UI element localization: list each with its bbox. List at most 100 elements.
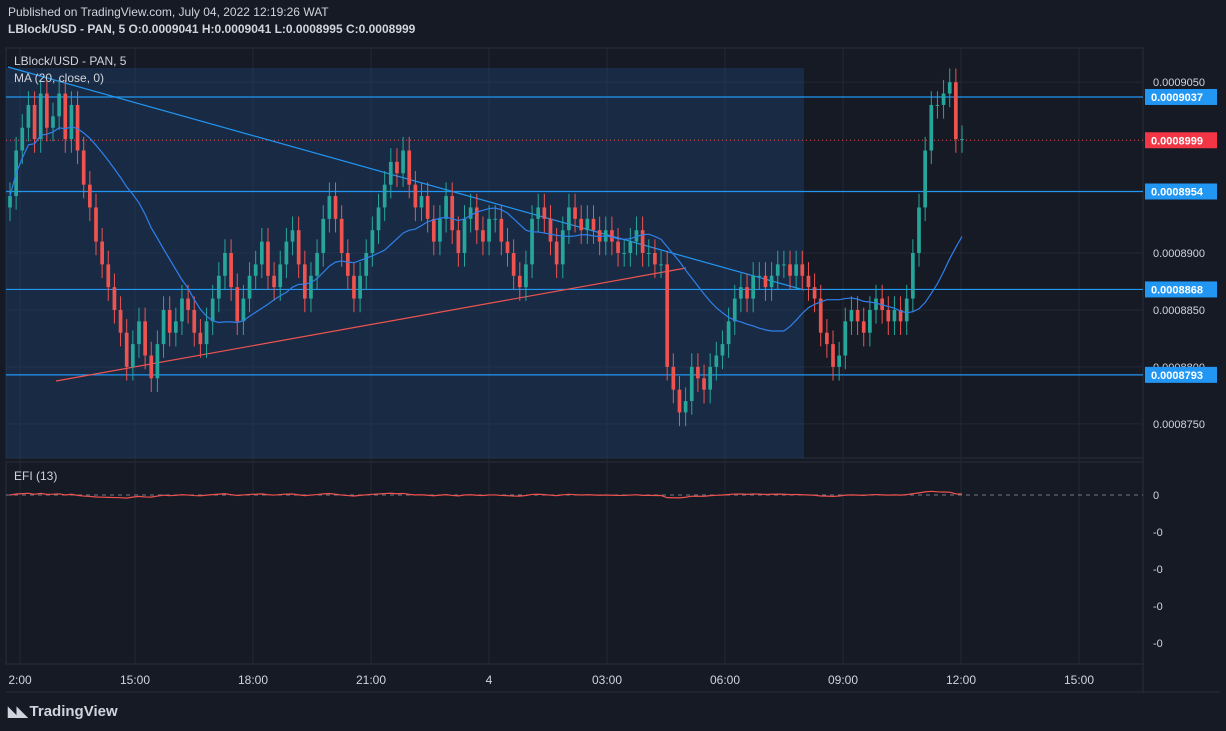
candle-body [782, 264, 786, 266]
candle-body [339, 218, 344, 253]
candle-body [106, 264, 111, 288]
candle-body [88, 184, 92, 208]
candle-body [69, 104, 74, 140]
candle-body [26, 104, 31, 128]
candle-body [45, 93, 49, 128]
ma-line [9, 126, 963, 332]
candle-body [874, 298, 878, 310]
candle-body [800, 264, 805, 276]
candle-body [210, 298, 215, 322]
level-label: 0.0009037 [1151, 92, 1203, 104]
candle-body [143, 321, 147, 356]
candle-body [382, 184, 387, 208]
y-tick-label: 0.0009050 [1153, 77, 1205, 89]
candle-body [94, 207, 98, 242]
candle-body [253, 264, 258, 276]
candle-body [352, 275, 356, 299]
candle-body [732, 298, 737, 322]
x-tick-label: 15:00 [1064, 673, 1094, 687]
candle-body [259, 241, 264, 265]
candle-body [161, 309, 166, 345]
candle-body [499, 218, 504, 242]
last-price-label: 0.0008999 [1151, 135, 1203, 147]
candle-body [266, 241, 270, 276]
candle-body [818, 298, 823, 333]
candle-body [892, 309, 897, 322]
candle-body [714, 355, 719, 367]
candle-body [32, 104, 37, 140]
candle-body [425, 196, 430, 219]
candle-body [579, 218, 584, 231]
x-tick-label: 06:00 [710, 673, 740, 687]
level-label: 0.0008868 [1151, 284, 1203, 296]
candle-body [763, 275, 768, 288]
y-tick-label: 0.0008900 [1153, 248, 1205, 260]
efi-tick-label: -0 [1153, 638, 1163, 650]
y-tick-label: 0.0008850 [1153, 305, 1205, 317]
candle-body [757, 275, 762, 277]
candle-body [481, 230, 485, 242]
candle-body [370, 230, 375, 253]
candle-body [302, 264, 307, 299]
candle-body [450, 196, 455, 231]
candle-body [505, 241, 510, 253]
efi-pane-border [5, 461, 1144, 665]
candle-body [198, 332, 203, 345]
candle-body [628, 241, 633, 253]
symbol-legend: LBlock/USD - PAN, 5 [14, 54, 127, 68]
candle-body [75, 104, 80, 151]
candle-body [290, 230, 295, 242]
candle-body [530, 218, 534, 265]
candle-body [911, 253, 915, 299]
candle-body [775, 264, 780, 276]
candle-body [419, 196, 424, 208]
candle-body [38, 93, 43, 140]
candle-body [653, 253, 657, 265]
candle-body [112, 287, 117, 310]
level-badge [1145, 183, 1217, 200]
candle-body [487, 218, 491, 242]
candle-body [474, 207, 479, 231]
candle-body [646, 253, 651, 254]
candle-body [431, 218, 436, 242]
candle-body [81, 150, 86, 185]
x-tick-label: 2:00 [8, 673, 32, 687]
candle-body [462, 218, 467, 253]
candle-body [438, 218, 442, 242]
candle-body [788, 264, 792, 276]
candle-body [622, 253, 627, 254]
candle-body [309, 275, 313, 299]
candle-body [524, 264, 528, 288]
candle-body [855, 309, 860, 322]
candle-body [935, 104, 940, 106]
candle-body [456, 230, 461, 253]
candle-body [333, 196, 338, 219]
candle-body [960, 139, 964, 141]
candle-body [149, 355, 154, 379]
level-label: 0.0008793 [1151, 370, 1203, 382]
candle-body [376, 207, 381, 231]
candle-body [696, 366, 700, 379]
candle-body [167, 309, 172, 333]
candle-body [345, 253, 350, 276]
candle-body [235, 287, 240, 322]
ohlc-line: LBlock/USD - PAN, 5 O:0.0009041 H:0.0009… [8, 22, 416, 36]
candle-body [671, 366, 676, 390]
candle-body [929, 104, 934, 151]
level-badge [1145, 88, 1217, 105]
x-tick-label: 03:00 [592, 673, 622, 687]
x-tick-label: 18:00 [238, 673, 268, 687]
candle-body [585, 218, 590, 231]
ma-legend: MA (20, close, 0) [14, 71, 104, 85]
candle-body [745, 287, 749, 299]
candle-body [886, 309, 891, 322]
candle-body [413, 184, 418, 208]
candle-body [241, 298, 246, 322]
candle-body [751, 275, 756, 299]
candle-body [941, 93, 946, 105]
candle-body [567, 207, 571, 231]
candle-body [548, 218, 553, 242]
efi-legend: EFI (13) [14, 469, 57, 483]
candle-body [640, 230, 645, 253]
